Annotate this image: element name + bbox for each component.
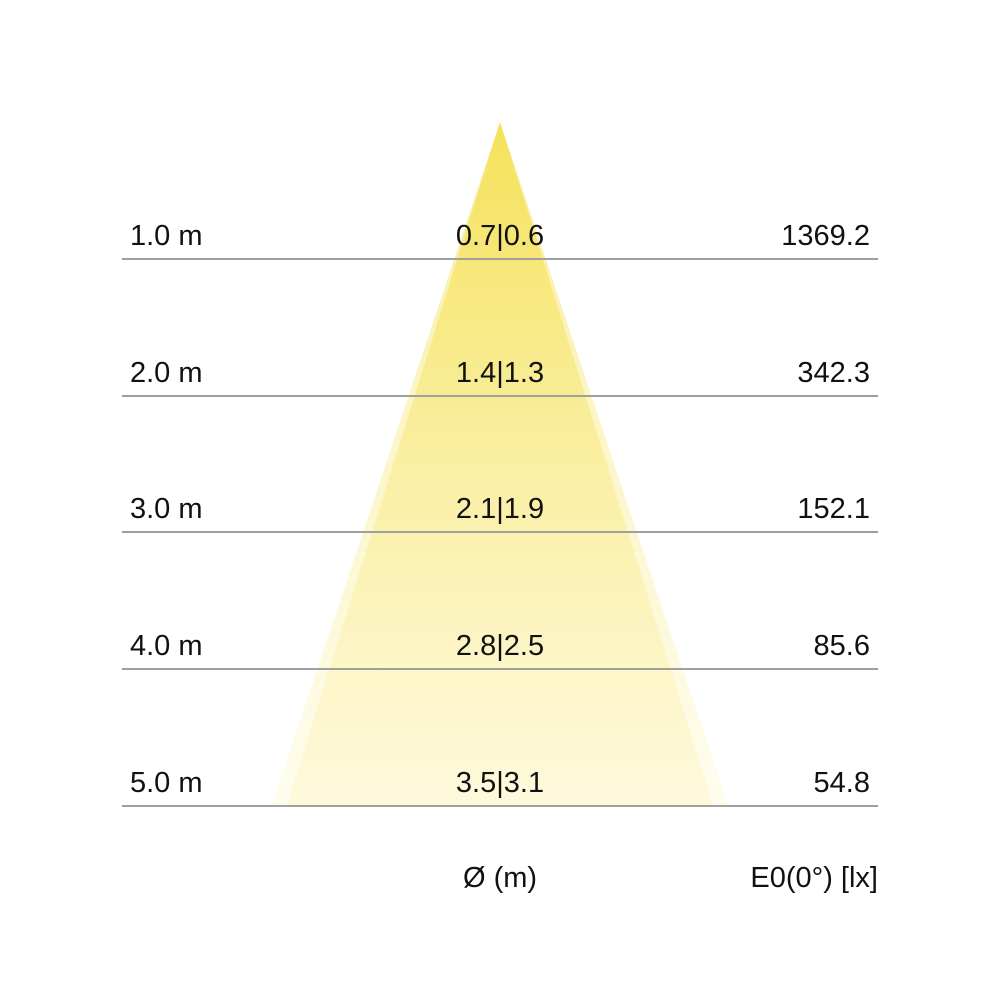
inner-beam-cone	[287, 122, 713, 805]
grid-line	[122, 668, 878, 670]
row-4m: 4.0 m 2.8|2.5 85.6	[0, 630, 1000, 670]
diameter-value: 2.1|1.9	[455, 493, 545, 525]
illuminance-value: 54.8	[813, 767, 870, 799]
grid-line	[122, 258, 878, 260]
illuminance-value: 1369.2	[781, 220, 870, 252]
grid-line	[122, 395, 878, 397]
row-1m: 1.0 m 0.7|0.6 1369.2	[0, 220, 1000, 260]
distance-label: 5.0 m	[130, 767, 203, 799]
grid-line	[122, 531, 878, 533]
distance-label: 4.0 m	[130, 630, 203, 662]
distance-label: 2.0 m	[130, 357, 203, 389]
diameter-column-label: Ø (m)	[462, 862, 538, 894]
distance-label: 1.0 m	[130, 220, 203, 252]
illuminance-value: 85.6	[813, 630, 870, 662]
diameter-value: 2.8|2.5	[455, 630, 545, 662]
grid-line	[122, 805, 878, 807]
distance-label: 3.0 m	[130, 493, 203, 525]
illuminance-value: 152.1	[797, 493, 870, 525]
diameter-value: 0.7|0.6	[455, 220, 545, 252]
diameter-value: 3.5|3.1	[455, 767, 545, 799]
row-5m: 5.0 m 3.5|3.1 54.8	[0, 767, 1000, 807]
row-3m: 3.0 m 2.1|1.9 152.1	[0, 493, 1000, 533]
illuminance-column-label: E0(0°) [lx]	[750, 862, 878, 894]
illuminance-value: 342.3	[797, 357, 870, 389]
diameter-value: 1.4|1.3	[455, 357, 545, 389]
row-2m: 2.0 m 1.4|1.3 342.3	[0, 357, 1000, 397]
